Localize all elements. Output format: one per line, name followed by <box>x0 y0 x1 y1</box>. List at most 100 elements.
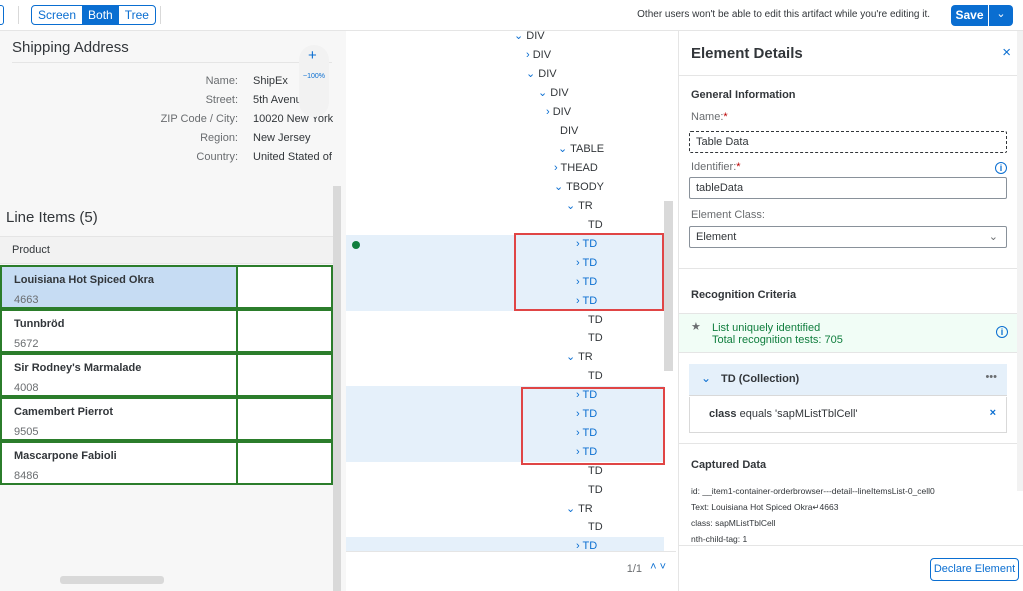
chevron-right-icon[interactable]: › <box>576 275 583 288</box>
name-field[interactable]: Table Data <box>689 131 1007 153</box>
tree-node[interactable]: › TD <box>346 405 664 424</box>
table-row[interactable]: Camembert Pierrot 9505 <box>0 397 333 441</box>
chevron-down-icon[interactable]: ⌄ <box>554 181 567 194</box>
product-name: Tunnbröd <box>14 318 65 330</box>
address-label-zip: ZIP Code / City: <box>160 113 238 125</box>
details-scrollbar[interactable] <box>1017 31 1023 491</box>
info-icon[interactable]: i <box>996 326 1008 338</box>
declare-element-button[interactable]: Declare Element <box>930 558 1019 581</box>
chevron-right-icon[interactable]: › <box>554 162 561 175</box>
chevron-down-icon[interactable]: ⌄ <box>566 200 579 213</box>
tree-node[interactable]: ⌄ TR <box>346 197 664 216</box>
chevron-right-icon[interactable]: › <box>576 237 583 250</box>
tree-node-text: TD <box>588 313 603 326</box>
chevron-down-icon[interactable]: ⌄ <box>566 351 579 364</box>
tree-node[interactable]: TD <box>346 329 664 348</box>
table-cell[interactable] <box>238 441 333 485</box>
name-label: Name:* <box>691 111 728 123</box>
divider <box>12 62 332 63</box>
view-mode-screen[interactable]: Screen <box>38 8 77 22</box>
zoom-level: ~100% <box>303 73 325 80</box>
table-cell[interactable]: Mascarpone Fabioli 8486 <box>0 441 238 485</box>
tree-node[interactable]: › TD <box>346 386 664 406</box>
chevron-right-icon[interactable]: › <box>576 408 583 420</box>
table-cell[interactable]: Louisiana Hot Spiced Okra 4663 <box>0 265 238 309</box>
required-marker: * <box>723 111 728 123</box>
chevron-right-icon[interactable]: › <box>576 445 583 458</box>
info-icon[interactable]: i <box>995 162 1007 174</box>
tree-node[interactable]: ⌄ DIV <box>346 65 664 84</box>
details-footer <box>679 545 1023 591</box>
table-cell[interactable]: Tunnbröd 5672 <box>0 309 238 353</box>
table-cell[interactable] <box>238 353 333 397</box>
chevron-down-icon[interactable]: ⌄ <box>566 502 579 515</box>
table-row[interactable]: Mascarpone Fabioli 8486 <box>0 441 333 485</box>
tree-node[interactable]: › TD <box>346 234 664 254</box>
chevron-down-icon[interactable]: ⌄ <box>514 31 527 42</box>
tree-node[interactable]: › DIV <box>346 103 664 122</box>
chevron-right-icon[interactable]: › <box>576 540 583 551</box>
chevron-up-icon[interactable]: ˄ <box>650 561 657 573</box>
table-cell[interactable] <box>238 309 333 353</box>
table-cell[interactable] <box>238 397 333 441</box>
chevron-right-icon[interactable]: › <box>526 48 533 61</box>
chevron-down-icon[interactable]: ⌄ <box>558 143 571 156</box>
vertical-scrollbar[interactable] <box>333 186 341 591</box>
chevron-right-icon[interactable]: › <box>576 389 583 402</box>
save-options-button[interactable]: ⌄ <box>989 5 1013 26</box>
save-button[interactable]: Save <box>951 5 988 26</box>
table-cell[interactable]: Camembert Pierrot 9505 <box>0 397 238 441</box>
chevron-right-icon[interactable]: › <box>576 294 583 307</box>
tree-node[interactable]: › TD <box>346 423 664 443</box>
table-row[interactable]: Louisiana Hot Spiced Okra 4663 <box>0 265 333 309</box>
match-navigation-arrows[interactable]: ˄ ˅ <box>650 561 666 573</box>
tree-node[interactable]: TD <box>346 216 664 235</box>
tree-node[interactable]: › TD <box>346 253 664 273</box>
chevron-down-icon[interactable]: ⌄ <box>538 86 551 99</box>
tree-node[interactable]: › TD <box>346 291 664 311</box>
table-row[interactable]: Sir Rodney's Marmalade 4008 <box>0 353 333 397</box>
tree-node[interactable]: › TD <box>346 272 664 292</box>
view-mode-both[interactable]: Both <box>82 6 119 24</box>
tree-node[interactable]: ⌄ TR <box>346 500 664 519</box>
tree-node[interactable]: › THEAD <box>346 159 664 178</box>
tree-node-text: TD <box>582 294 598 307</box>
table-cell[interactable] <box>238 265 333 309</box>
chevron-right-icon[interactable]: › <box>576 426 583 439</box>
chevron-down-icon[interactable]: ⌄ <box>526 67 539 80</box>
tree-node[interactable]: ⌄ DIV <box>346 84 664 103</box>
view-mode-tree[interactable]: Tree <box>124 8 149 22</box>
chevron-down-icon[interactable]: ⌄ <box>701 371 712 385</box>
tree-node-label: ⌄ TR <box>566 197 593 216</box>
tree-node[interactable]: › TD <box>346 537 664 551</box>
tree-node[interactable]: ⌄ TABLE <box>346 140 664 159</box>
identifier-field[interactable]: tableData <box>689 177 1007 199</box>
tree-node[interactable]: ⌄ DIV <box>346 31 664 46</box>
product-name: Camembert Pierrot <box>14 406 114 418</box>
tree-node[interactable]: TD <box>346 481 664 500</box>
toolbar-edge-button[interactable] <box>0 5 4 25</box>
tree-scrollbar[interactable] <box>664 201 673 371</box>
tree-node[interactable]: TD <box>346 311 664 330</box>
chevron-right-icon[interactable]: › <box>546 105 553 118</box>
tree-node[interactable]: TD <box>346 518 664 537</box>
tree-node[interactable]: DIV <box>346 122 664 141</box>
chevron-down-icon[interactable]: ˅ <box>659 561 666 573</box>
tree-node[interactable]: ⌄ TBODY <box>346 178 664 197</box>
recognition-status-icon: ★ <box>691 321 701 333</box>
chevron-right-icon[interactable]: › <box>576 256 583 269</box>
remove-criterion-icon[interactable]: × <box>989 407 996 419</box>
tree-node[interactable]: ⌄ TR <box>346 348 664 367</box>
tree-node[interactable]: › DIV <box>346 46 664 65</box>
table-cell[interactable]: Sir Rodney's Marmalade 4008 <box>0 353 238 397</box>
element-class-select[interactable]: Element ⌄ <box>689 226 1007 248</box>
collection-panel-header[interactable]: ⌄ TD (Collection) ••• <box>689 364 1007 396</box>
horizontal-scrollbar[interactable] <box>60 576 164 584</box>
tree-node[interactable]: TD <box>346 462 664 481</box>
tree-node[interactable]: TD <box>346 367 664 386</box>
more-options-icon[interactable]: ••• <box>985 371 997 383</box>
close-icon[interactable]: × <box>1002 44 1011 61</box>
tree-node[interactable]: › TD <box>346 442 664 462</box>
zoom-in-button[interactable]: + <box>308 47 317 64</box>
table-row[interactable]: Tunnbröd 5672 <box>0 309 333 353</box>
